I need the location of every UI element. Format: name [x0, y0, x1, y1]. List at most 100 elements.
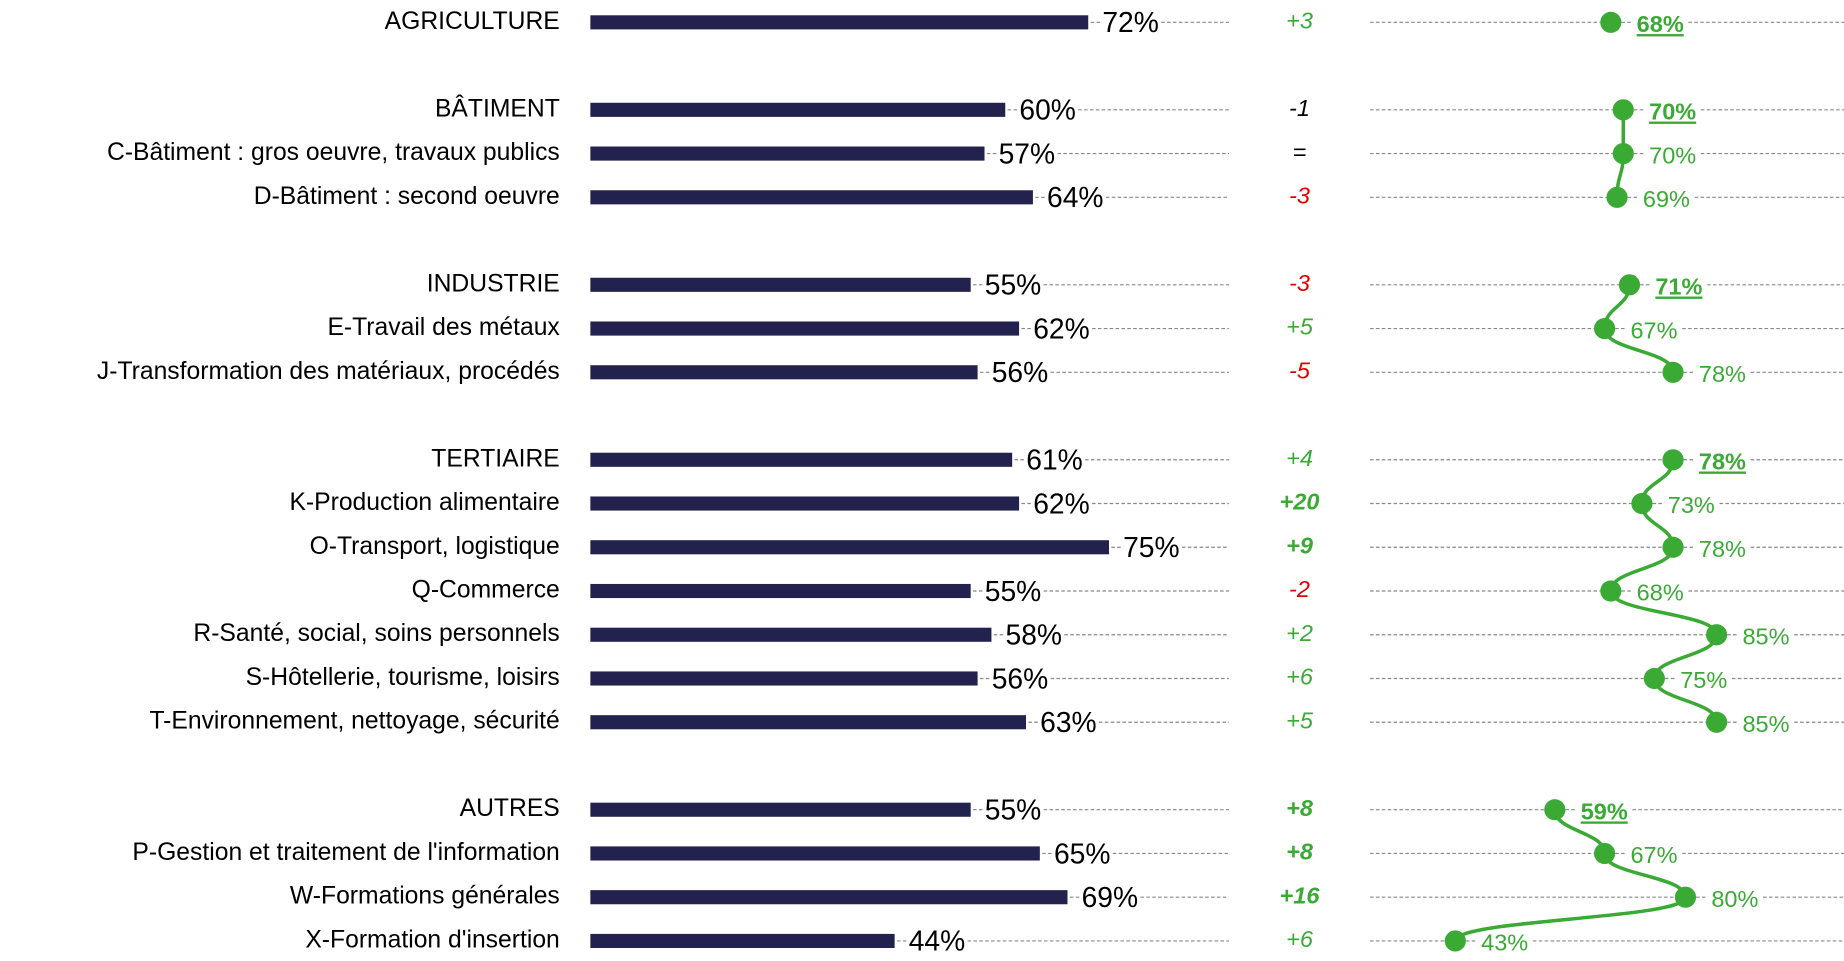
- dot: [1705, 711, 1728, 733]
- change-label: +8: [1286, 795, 1314, 821]
- change-label: +8: [1286, 839, 1314, 865]
- change-label: +6: [1286, 926, 1314, 952]
- dot-label: 85%: [1742, 711, 1789, 737]
- category-label: AUTRES: [460, 795, 560, 822]
- bar: [590, 452, 1013, 467]
- change-label: +3: [1286, 8, 1313, 34]
- dot-label: 69%: [1643, 186, 1690, 212]
- change-label: -2: [1289, 576, 1310, 602]
- dot-label: 43%: [1481, 930, 1528, 956]
- bar-label: 57%: [999, 137, 1055, 169]
- dot: [1662, 449, 1684, 471]
- dot: [1444, 930, 1466, 952]
- category-label: T-Environnement, nettoyage, sécurité: [149, 708, 559, 735]
- bar-label: 69%: [1082, 881, 1138, 913]
- change-label: +20: [1280, 489, 1320, 515]
- dot: [1662, 361, 1684, 383]
- dot: [1705, 624, 1728, 646]
- category-label: O-Transport, logistique: [310, 533, 560, 560]
- bar: [590, 540, 1109, 555]
- change-label: =: [1293, 139, 1307, 165]
- change-label: -3: [1289, 183, 1310, 209]
- dot-label: 73%: [1668, 492, 1715, 518]
- category-label: S-Hôtellerie, tourisme, loisirs: [246, 664, 560, 691]
- bar: [590, 846, 1040, 861]
- category-label: INDUSTRIE: [427, 270, 560, 297]
- dot: [1612, 99, 1634, 121]
- bar: [590, 146, 985, 161]
- dot: [1643, 667, 1665, 690]
- bar-label: 56%: [992, 356, 1048, 388]
- dot-label: 67%: [1630, 842, 1677, 868]
- bar: [590, 277, 971, 292]
- bar-label: 62%: [1033, 487, 1089, 519]
- category-label: E-Travail des métaux: [327, 314, 560, 341]
- dot: [1594, 317, 1616, 340]
- change-label: +2: [1286, 620, 1313, 646]
- dot-line: [1453, 809, 1688, 942]
- category-label: D-Bâtiment : second oeuvre: [254, 183, 560, 210]
- bar-label: 63%: [1040, 706, 1096, 738]
- change-label: +4: [1286, 445, 1313, 471]
- category-label: K-Production alimentaire: [289, 489, 559, 516]
- dot: [1606, 186, 1628, 208]
- bar-label: 55%: [985, 269, 1041, 301]
- change-label: +5: [1286, 707, 1314, 733]
- category-label: TERTIAIRE: [431, 445, 560, 472]
- dot: [1544, 799, 1566, 821]
- change-label: +16: [1280, 882, 1321, 908]
- change-label: +5: [1286, 314, 1314, 340]
- bar: [590, 321, 1020, 336]
- category-label: X-Formation d'insertion: [305, 926, 559, 953]
- bar-label: 55%: [985, 794, 1041, 826]
- bar: [590, 802, 971, 817]
- dot: [1674, 886, 1697, 908]
- category-label: C-Bâtiment : gros oeuvre, travaux public…: [107, 139, 560, 166]
- dot-label: 75%: [1680, 667, 1727, 693]
- category-label: R-Santé, social, soins personnels: [193, 620, 559, 647]
- bar: [590, 583, 971, 599]
- dot-label: 85%: [1742, 623, 1789, 649]
- dot-label: 78%: [1699, 361, 1746, 387]
- bar-label: 72%: [1102, 6, 1158, 38]
- dot-label: 68%: [1637, 580, 1684, 606]
- change-label: -5: [1289, 357, 1311, 383]
- bar-label: 61%: [1026, 444, 1082, 476]
- dot-label: 67%: [1630, 317, 1677, 343]
- bar-label: 60%: [1019, 94, 1075, 126]
- change-label: +9: [1286, 532, 1313, 558]
- bar: [590, 190, 1033, 205]
- bar-label: 75%: [1123, 531, 1179, 563]
- dot: [1662, 536, 1684, 558]
- dot: [1631, 492, 1653, 515]
- category-label: P-Gestion et traitement de l'information: [132, 839, 559, 866]
- bar-label: 65%: [1054, 837, 1110, 869]
- bar-label: 44%: [909, 925, 965, 956]
- bar-label: 58%: [1006, 619, 1062, 651]
- dot-label: 70%: [1649, 142, 1696, 168]
- category-label: W-Formations générales: [290, 883, 560, 910]
- change-label: +6: [1286, 664, 1314, 690]
- dot-label: 78%: [1699, 536, 1746, 562]
- change-label: -3: [1289, 270, 1310, 296]
- dot-label: 80%: [1711, 886, 1758, 912]
- bar-label: 62%: [1033, 312, 1089, 344]
- dot: [1594, 842, 1616, 865]
- dot: [1612, 142, 1634, 165]
- category-label: BÂTIMENT: [435, 95, 560, 122]
- bar: [590, 15, 1089, 30]
- bar: [590, 933, 895, 949]
- bar: [590, 496, 1020, 511]
- dot: [1618, 274, 1641, 296]
- bar: [590, 627, 992, 642]
- category-label: AGRICULTURE: [385, 8, 560, 35]
- dot-label: 59%: [1581, 798, 1628, 824]
- bar: [590, 715, 1027, 730]
- dot-label: 70%: [1649, 99, 1696, 125]
- bar-label: 55%: [985, 575, 1041, 607]
- change-label: -1: [1289, 95, 1310, 121]
- dot: [1600, 11, 1622, 33]
- bar: [590, 890, 1068, 905]
